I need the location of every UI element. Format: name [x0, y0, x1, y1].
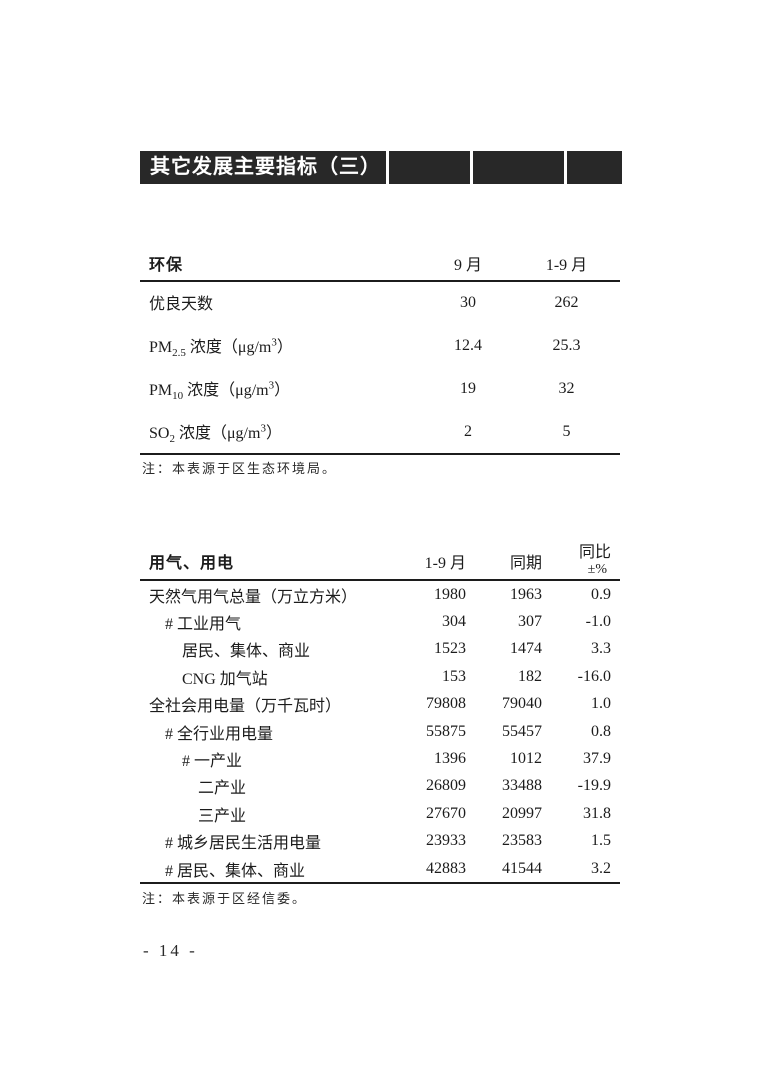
- value-cell: -1.0: [585, 613, 611, 631]
- env-col-header-ytd: 1-9 月: [545, 256, 588, 274]
- table-row: 优良天数 30 262: [140, 282, 620, 325]
- value-cell: 12.4: [454, 337, 482, 355]
- row-label: 天然气用气总量（万立方米）: [149, 588, 358, 606]
- table-row: # 工业用气 304 307 -1.0: [140, 608, 620, 635]
- row-label: # 一产业: [182, 753, 243, 771]
- value-cell: 23933: [426, 832, 466, 850]
- energy-table: 用气、用电 1-9 月 同期 同比 ±% 天然气用气总量（万立方米） 1980 …: [140, 542, 620, 885]
- table-row: # 全行业用电量 55875 55457 0.8: [140, 718, 620, 745]
- table-row: CNG 加气站 153 182 -16.0: [140, 663, 620, 690]
- energy-table-header-row: 用气、用电 1-9 月 同期 同比 ±%: [140, 542, 620, 581]
- table-row: 天然气用气总量（万立方米） 1980 1963 0.9: [140, 581, 620, 608]
- table-row: PM2.5 浓度（μg/m3） 12.4 25.3: [140, 325, 620, 368]
- row-label: PM2.5 浓度（μg/m3）: [149, 336, 293, 360]
- value-cell: 1523: [434, 640, 466, 658]
- value-cell: 41544: [502, 859, 542, 877]
- row-label: 三产业: [198, 807, 247, 825]
- environment-table: 环保 9 月 1-9 月 优良天数 30 262 PM2.5 浓度（μg/m3）…: [140, 245, 620, 455]
- table-row: # 居民、集体、商业 42883 41544 3.2: [140, 855, 620, 882]
- table-row: PM10 浓度（μg/m3） 19 32: [140, 368, 620, 411]
- header-bar-cell: [473, 151, 564, 184]
- value-cell: 3.2: [591, 859, 611, 877]
- env-table-title: 环保: [149, 256, 184, 274]
- row-label: 二产业: [198, 780, 247, 798]
- section-header-bar: 其它发展主要指标（三）: [140, 151, 622, 184]
- row-label: 全社会用电量（万千瓦时）: [149, 698, 342, 716]
- value-cell: 55875: [426, 722, 466, 740]
- value-cell: 42883: [426, 859, 466, 877]
- value-cell: 2: [464, 422, 472, 440]
- value-cell: 1.0: [591, 695, 611, 713]
- value-cell: 19: [460, 379, 476, 397]
- table-row: # 一产业 1396 1012 37.9: [140, 745, 620, 772]
- header-bar-cell: [567, 151, 622, 184]
- value-cell: -19.9: [577, 777, 611, 795]
- value-cell: -16.0: [577, 667, 611, 685]
- yoy-label: 同比: [578, 544, 611, 561]
- value-cell: 30: [460, 294, 476, 312]
- value-cell: 25.3: [552, 337, 581, 355]
- header-bar-cell: [389, 151, 470, 184]
- value-cell: 1474: [510, 640, 542, 658]
- value-cell: 79808: [426, 695, 466, 713]
- value-cell: 23583: [502, 832, 542, 850]
- value-cell: 26809: [426, 777, 466, 795]
- value-cell: 79040: [502, 695, 542, 713]
- table-row: 居民、集体、商业 1523 1474 3.3: [140, 636, 620, 663]
- value-cell: 182: [518, 667, 542, 685]
- yoy-percent-label: ±%: [587, 561, 607, 577]
- value-cell: 20997: [502, 804, 542, 822]
- row-label: # 城乡居民生活用电量: [165, 835, 322, 853]
- table-row: SO2 浓度（μg/m3） 2 5: [140, 410, 620, 453]
- value-cell: 37.9: [583, 750, 611, 768]
- value-cell: 1980: [434, 585, 466, 603]
- table-row: 三产业 27670 20997 31.8: [140, 800, 620, 827]
- table-row: 全社会用电量（万千瓦时） 79808 79040 1.0: [140, 691, 620, 718]
- value-cell: 3.3: [591, 640, 611, 658]
- energy-col-header-yoy: 同比 ±%: [542, 544, 611, 577]
- energy-table-note: 注：本表源于区经信委。: [142, 891, 308, 906]
- section-title-cell: 其它发展主要指标（三）: [140, 151, 386, 184]
- row-label: CNG 加气站: [182, 670, 268, 688]
- value-cell: 33488: [502, 777, 542, 795]
- energy-col-header-same-period: 同期: [509, 554, 542, 572]
- env-table-header-row: 环保 9 月 1-9 月: [140, 245, 620, 282]
- env-table-note: 注：本表源于区生态环境局。: [142, 461, 338, 476]
- value-cell: 153: [442, 667, 466, 685]
- row-label: 优良天数: [149, 296, 214, 314]
- value-cell: 27670: [426, 804, 466, 822]
- value-cell: 0.8: [591, 722, 611, 740]
- value-cell: 31.8: [583, 804, 611, 822]
- energy-col-header-ytd: 1-9 月: [424, 554, 466, 572]
- value-cell: 1963: [510, 585, 542, 603]
- value-cell: 1396: [434, 750, 466, 768]
- value-cell: 304: [442, 613, 466, 631]
- row-label: # 居民、集体、商业: [165, 862, 306, 880]
- table-row: # 城乡居民生活用电量 23933 23583 1.5: [140, 828, 620, 855]
- page-number: - 14 -: [143, 941, 198, 960]
- value-cell: 32: [558, 379, 575, 397]
- row-label: # 工业用气: [165, 616, 242, 634]
- value-cell: 262: [554, 294, 579, 312]
- value-cell: 5: [562, 422, 571, 440]
- value-cell: 55457: [502, 722, 542, 740]
- table-row: 二产业 26809 33488 -19.9: [140, 773, 620, 800]
- value-cell: 1.5: [591, 832, 611, 850]
- row-label: # 全行业用电量: [165, 725, 274, 743]
- energy-table-title: 用气、用电: [149, 554, 235, 572]
- row-label: 居民、集体、商业: [182, 643, 311, 661]
- value-cell: 0.9: [591, 585, 611, 603]
- row-label: SO2 浓度（μg/m3）: [149, 422, 282, 445]
- page-title: 其它发展主要指标（三）: [150, 156, 381, 178]
- value-cell: 1012: [510, 750, 542, 768]
- value-cell: 307: [518, 613, 542, 631]
- row-label: PM10 浓度（μg/m3）: [149, 379, 291, 402]
- env-col-header-month: 9 月: [453, 256, 482, 274]
